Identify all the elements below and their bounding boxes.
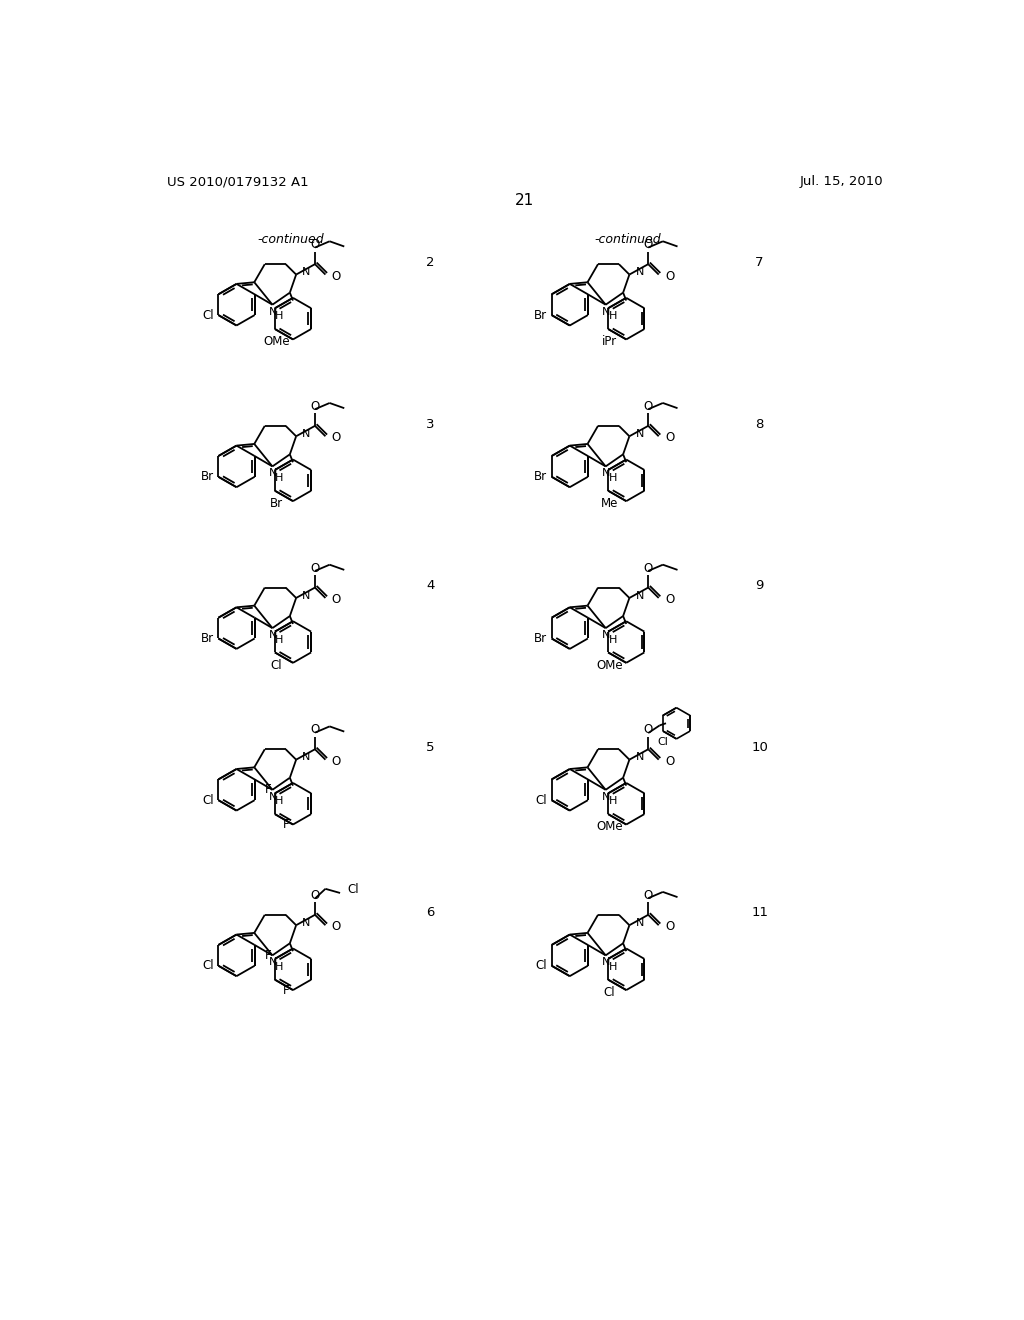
Text: Cl: Cl: [657, 738, 669, 747]
Text: OMe: OMe: [596, 659, 623, 672]
Text: O: O: [310, 723, 319, 737]
Text: F: F: [264, 783, 271, 796]
Text: N: N: [302, 429, 310, 440]
Text: Br: Br: [534, 632, 547, 645]
Text: Cl: Cl: [202, 793, 214, 807]
Text: O: O: [310, 238, 319, 251]
Text: Cl: Cl: [604, 986, 615, 999]
Text: N: N: [636, 267, 644, 277]
Text: O: O: [644, 888, 653, 902]
Text: O: O: [665, 432, 674, 445]
Text: O: O: [332, 593, 341, 606]
Text: Cl: Cl: [536, 960, 547, 973]
Text: Br: Br: [270, 496, 283, 510]
Text: N: N: [269, 957, 278, 968]
Text: OMe: OMe: [263, 335, 290, 348]
Text: O: O: [644, 723, 653, 737]
Text: O: O: [310, 400, 319, 413]
Text: H: H: [608, 962, 616, 972]
Text: Br: Br: [534, 470, 547, 483]
Text: O: O: [332, 920, 341, 933]
Text: iPr: iPr: [602, 335, 617, 348]
Text: O: O: [332, 432, 341, 445]
Text: N: N: [269, 469, 278, 478]
Text: H: H: [275, 635, 284, 644]
Text: Br: Br: [201, 470, 214, 483]
Text: N: N: [636, 429, 644, 440]
Text: O: O: [665, 593, 674, 606]
Text: N: N: [636, 590, 644, 601]
Text: Cl: Cl: [270, 659, 283, 672]
Text: 4: 4: [426, 579, 434, 593]
Text: N: N: [636, 917, 644, 928]
Text: 3: 3: [426, 417, 434, 430]
Text: Jul. 15, 2010: Jul. 15, 2010: [800, 176, 884, 187]
Text: Cl: Cl: [347, 883, 359, 896]
Text: 5: 5: [426, 741, 434, 754]
Text: F: F: [283, 983, 289, 997]
Text: N: N: [602, 957, 610, 968]
Text: 9: 9: [756, 579, 764, 593]
Text: H: H: [275, 312, 284, 321]
Text: N: N: [302, 590, 310, 601]
Text: H: H: [608, 796, 616, 807]
Text: O: O: [665, 269, 674, 282]
Text: Br: Br: [201, 632, 214, 645]
Text: N: N: [636, 752, 644, 763]
Text: Me: Me: [601, 496, 618, 510]
Text: N: N: [269, 630, 278, 640]
Text: N: N: [269, 306, 278, 317]
Text: O: O: [310, 561, 319, 574]
Text: 10: 10: [752, 741, 768, 754]
Text: 21: 21: [515, 193, 535, 209]
Text: OMe: OMe: [596, 820, 623, 833]
Text: -continued: -continued: [257, 232, 324, 246]
Text: Cl: Cl: [536, 793, 547, 807]
Text: F: F: [283, 818, 289, 832]
Text: 11: 11: [752, 907, 768, 920]
Text: N: N: [302, 267, 310, 277]
Text: O: O: [310, 888, 319, 902]
Text: 6: 6: [426, 907, 434, 920]
Text: N: N: [302, 752, 310, 763]
Text: Cl: Cl: [202, 960, 214, 973]
Text: H: H: [275, 473, 284, 483]
Text: N: N: [302, 917, 310, 928]
Text: F: F: [264, 949, 271, 961]
Text: US 2010/0179132 A1: US 2010/0179132 A1: [167, 176, 308, 187]
Text: H: H: [275, 796, 284, 807]
Text: H: H: [608, 635, 616, 644]
Text: Cl: Cl: [202, 309, 214, 322]
Text: N: N: [602, 469, 610, 478]
Text: 7: 7: [756, 256, 764, 269]
Text: O: O: [332, 755, 341, 768]
Text: O: O: [665, 755, 674, 768]
Text: 2: 2: [426, 256, 434, 269]
Text: O: O: [665, 920, 674, 933]
Text: N: N: [602, 630, 610, 640]
Text: H: H: [275, 962, 284, 972]
Text: N: N: [602, 792, 610, 801]
Text: -continued: -continued: [595, 232, 662, 246]
Text: Br: Br: [534, 309, 547, 322]
Text: N: N: [269, 792, 278, 801]
Text: 8: 8: [756, 417, 764, 430]
Text: O: O: [644, 561, 653, 574]
Text: O: O: [644, 238, 653, 251]
Text: N: N: [602, 306, 610, 317]
Text: H: H: [608, 312, 616, 321]
Text: H: H: [608, 473, 616, 483]
Text: O: O: [644, 400, 653, 413]
Text: O: O: [332, 269, 341, 282]
